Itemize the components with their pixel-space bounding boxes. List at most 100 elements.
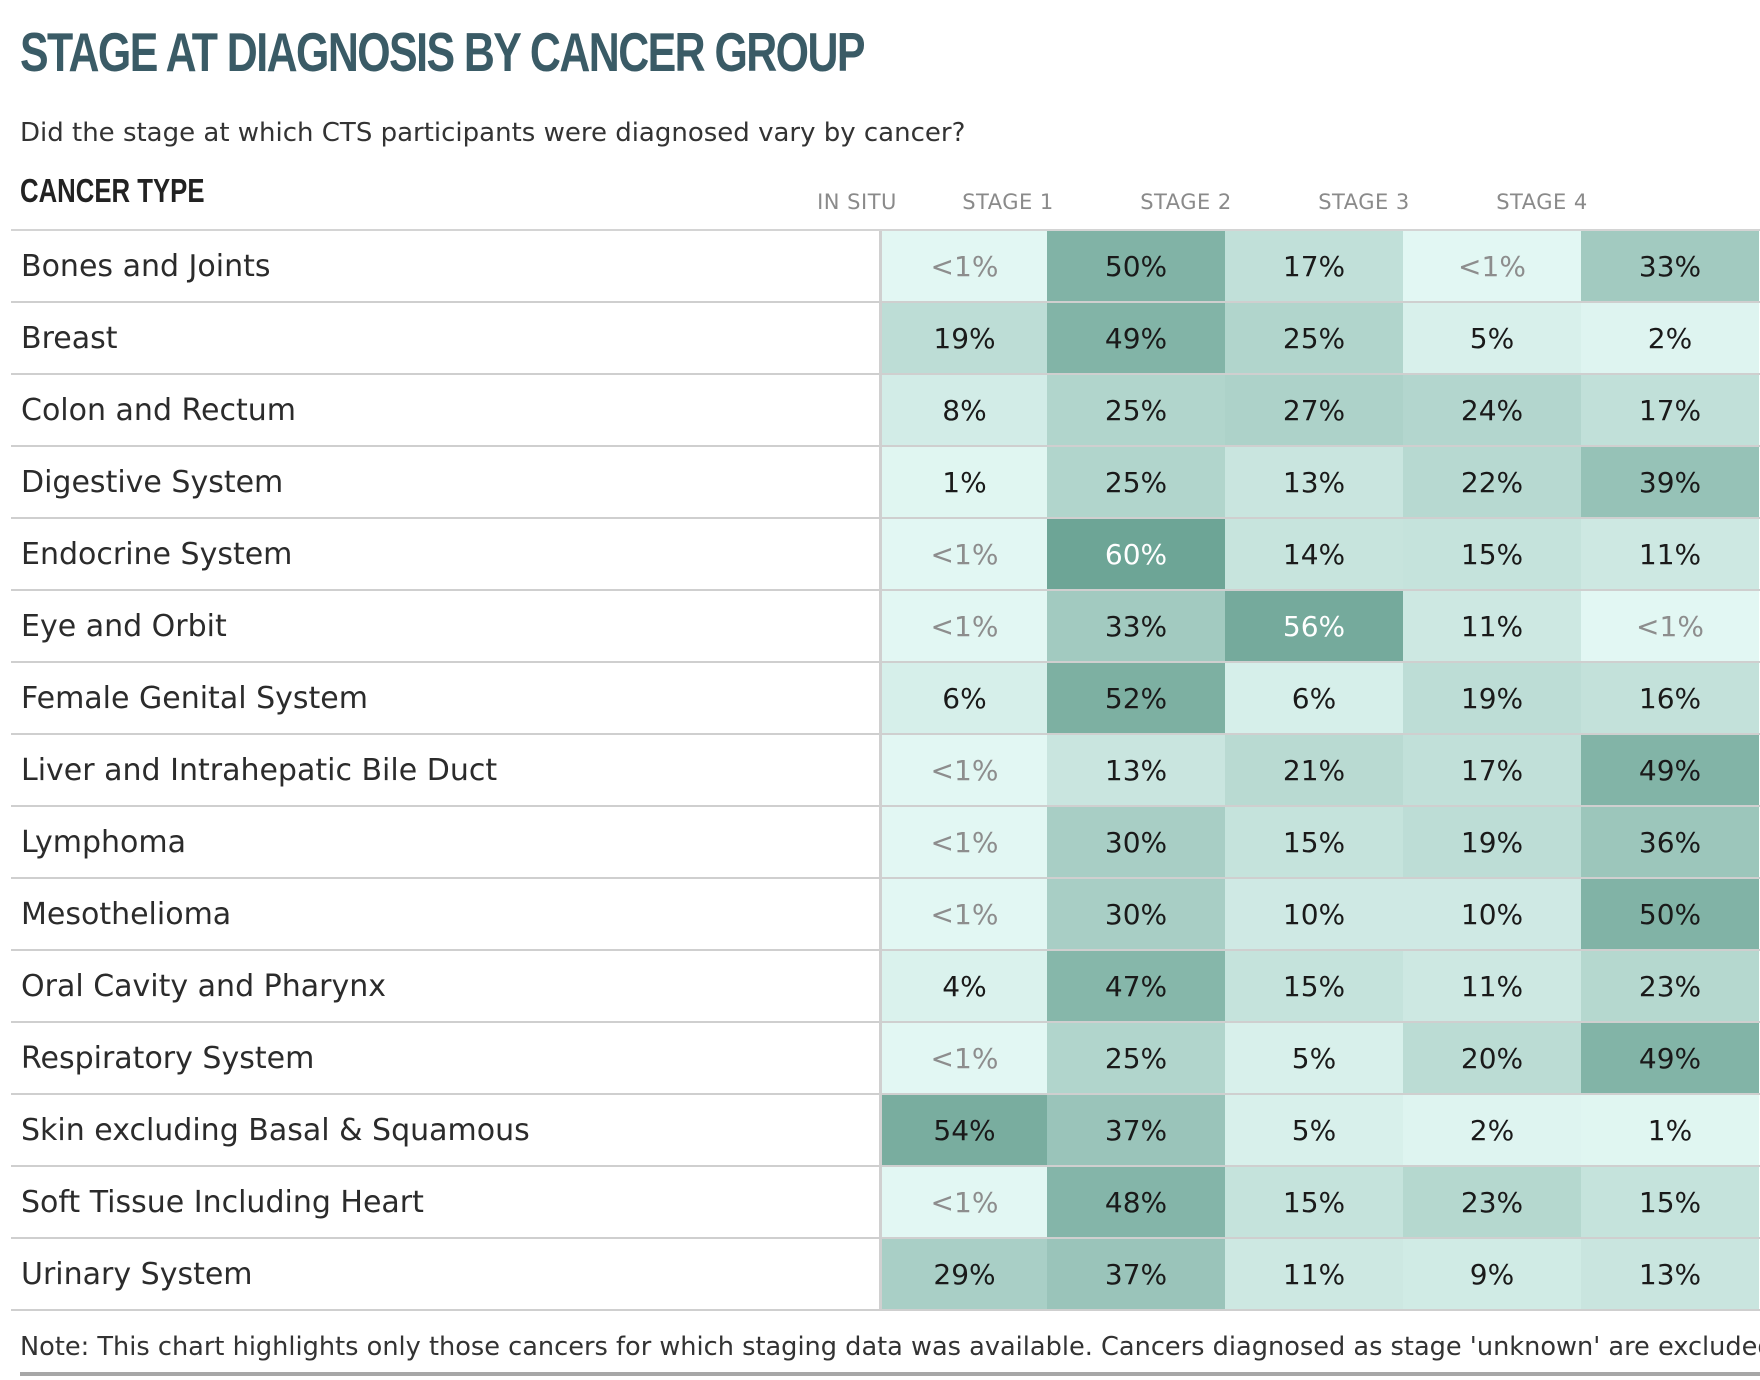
column-header-in-situ: IN SITU — [817, 190, 897, 214]
heatmap-cell: 50% — [1581, 879, 1759, 949]
heatmap-cell: <1% — [882, 1167, 1047, 1237]
heatmap-cell: 17% — [1225, 231, 1403, 301]
table-row: Lymphoma <1% 30% 15% 19% 36% — [11, 807, 1760, 879]
heatmap-cell: 27% — [1225, 375, 1403, 445]
heatmap-cell: 19% — [1403, 663, 1581, 733]
heatmap-cell: 15% — [1403, 519, 1581, 589]
heatmap-cell: 23% — [1403, 1167, 1581, 1237]
heatmap-cell: 21% — [1225, 735, 1403, 805]
heatmap-cell: 20% — [1403, 1023, 1581, 1093]
cancer-type-label: Skin excluding Basal & Squamous — [11, 1095, 882, 1165]
heatmap-cell: 11% — [1581, 519, 1759, 589]
heatmap-cell: 6% — [882, 663, 1047, 733]
heatmap-cell: 6% — [1225, 663, 1403, 733]
heatmap-cell: 8% — [882, 375, 1047, 445]
heatmap-cell: 37% — [1047, 1239, 1225, 1309]
heatmap-cell: 30% — [1047, 879, 1225, 949]
chart-title: STAGE AT DIAGNOSIS BY CANCER GROUP — [20, 21, 866, 83]
cancer-type-label: Bones and Joints — [11, 231, 882, 301]
heatmap-cell: <1% — [882, 735, 1047, 805]
heatmap-cell: 49% — [1047, 303, 1225, 373]
cancer-type-label: Mesothelioma — [11, 879, 882, 949]
heatmap-cell: <1% — [882, 519, 1047, 589]
heatmap-cell: <1% — [1403, 231, 1581, 301]
table-row: Female Genital System 6% 52% 6% 19% 16% — [11, 663, 1760, 735]
heatmap-cell: 37% — [1047, 1095, 1225, 1165]
column-header-stage-1: STAGE 1 — [962, 190, 1054, 214]
table-row: Colon and Rectum 8% 25% 27% 24% 17% — [11, 375, 1760, 447]
heatmap-cell: 5% — [1225, 1095, 1403, 1165]
heatmap-cell: 54% — [882, 1095, 1047, 1165]
heatmap-cell: 2% — [1403, 1095, 1581, 1165]
heatmap-cell: 25% — [1047, 1023, 1225, 1093]
table-row: Skin excluding Basal & Squamous 54% 37% 5% 2… — [11, 1095, 1760, 1167]
heatmap-cell: 50% — [1047, 231, 1225, 301]
heatmap-cell: 1% — [1581, 1095, 1759, 1165]
table-row: Endocrine System <1% 60% 14% 15% 11% — [11, 519, 1760, 591]
heatmap-cell: 5% — [1225, 1023, 1403, 1093]
heatmap-cell: 9% — [1403, 1239, 1581, 1309]
heatmap-cell: 33% — [1047, 591, 1225, 661]
heatmap-cell: <1% — [882, 1023, 1047, 1093]
heatmap-cell: 36% — [1581, 807, 1759, 877]
heatmap-cell: 2% — [1581, 303, 1759, 373]
cancer-type-label: Endocrine System — [11, 519, 882, 589]
heatmap-cell: 16% — [1581, 663, 1759, 733]
heatmap-cell: 15% — [1581, 1167, 1759, 1237]
footnote: Note: This chart highlights only those c… — [20, 1332, 1760, 1362]
heatmap-cell: 14% — [1225, 519, 1403, 589]
heatmap-cell: 25% — [1225, 303, 1403, 373]
heatmap-cell: 23% — [1581, 951, 1759, 1021]
heatmap-cell: 49% — [1581, 1023, 1759, 1093]
heatmap-cell: 29% — [882, 1239, 1047, 1309]
heatmap-cell: 48% — [1047, 1167, 1225, 1237]
cancer-type-label: Soft Tissue Including Heart — [11, 1167, 882, 1237]
heatmap-cell: 15% — [1225, 951, 1403, 1021]
table-row: Urinary System 29% 37% 11% 9% 13% — [11, 1239, 1760, 1311]
heatmap-cell: <1% — [882, 807, 1047, 877]
heatmap-cell: 24% — [1403, 375, 1581, 445]
cancer-type-label: Breast — [11, 303, 882, 373]
heatmap-cell: 60% — [1047, 519, 1225, 589]
column-header-stage-4: STAGE 4 — [1496, 190, 1588, 214]
heatmap-cell: 11% — [1225, 1239, 1403, 1309]
heatmap-table: Bones and Joints <1% 50% 17% <1% 33% Breast 19%… — [11, 229, 1760, 1311]
column-header-stage-3: STAGE 3 — [1318, 190, 1410, 214]
heatmap-cell: 22% — [1403, 447, 1581, 517]
heatmap-cell: 49% — [1581, 735, 1759, 805]
heatmap-cell: 47% — [1047, 951, 1225, 1021]
cancer-type-label: Female Genital System — [11, 663, 882, 733]
heatmap-cell: 17% — [1403, 735, 1581, 805]
table-row: Respiratory System <1% 25% 5% 20% 49% — [11, 1023, 1760, 1095]
cancer-type-label: Liver and Intrahepatic Bile Duct — [11, 735, 882, 805]
heatmap-cell: 19% — [882, 303, 1047, 373]
heatmap-cell: 30% — [1047, 807, 1225, 877]
heatmap-cell: 4% — [882, 951, 1047, 1021]
table-row: Eye and Orbit <1% 33% 56% 11% <1% — [11, 591, 1760, 663]
cancer-type-label: Colon and Rectum — [11, 375, 882, 445]
row-header-label: CANCER TYPE — [20, 172, 205, 209]
heatmap-cell: 15% — [1225, 807, 1403, 877]
chart-subtitle: Did the stage at which CTS participants … — [20, 118, 966, 148]
heatmap-cell: 10% — [1225, 879, 1403, 949]
cancer-type-label: Eye and Orbit — [11, 591, 882, 661]
heatmap-cell: 13% — [1225, 447, 1403, 517]
cancer-type-label: Urinary System — [11, 1239, 882, 1309]
heatmap-cell: 13% — [1047, 735, 1225, 805]
table-row: Soft Tissue Including Heart <1% 48% 15% 23% 1… — [11, 1167, 1760, 1239]
cancer-type-label: Lymphoma — [11, 807, 882, 877]
heatmap-cell: 25% — [1047, 375, 1225, 445]
heatmap-cell: 11% — [1403, 591, 1581, 661]
heatmap-cell: 52% — [1047, 663, 1225, 733]
heatmap-cell: <1% — [882, 231, 1047, 301]
cancer-type-label: Digestive System — [11, 447, 882, 517]
table-row: Liver and Intrahepatic Bile Duct <1% 13% 21… — [11, 735, 1760, 807]
heatmap-cell: 33% — [1581, 231, 1759, 301]
heatmap-cell: <1% — [882, 879, 1047, 949]
cancer-type-label: Oral Cavity and Pharynx — [11, 951, 882, 1021]
heatmap-cell: 19% — [1403, 807, 1581, 877]
column-header-stage-2: STAGE 2 — [1140, 190, 1232, 214]
cancer-type-label: Respiratory System — [11, 1023, 882, 1093]
table-row: Mesothelioma <1% 30% 10% 10% 50% — [11, 879, 1760, 951]
heatmap-cell: 13% — [1581, 1239, 1759, 1309]
